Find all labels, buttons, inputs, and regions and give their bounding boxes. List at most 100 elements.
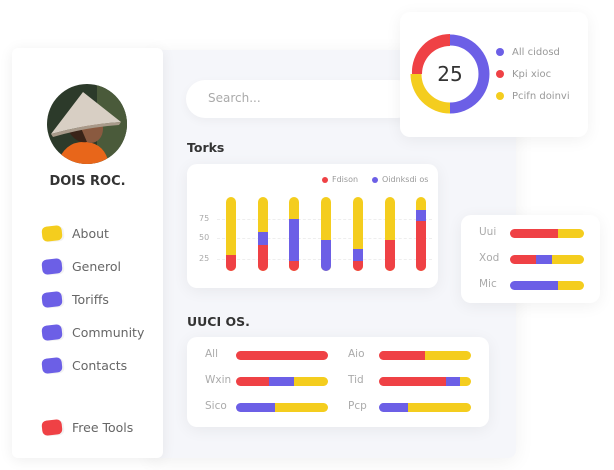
- uuci-card: All Aio Wxin Tid Sico Pcp: [187, 337, 489, 427]
- bar-segment-yellow: [459, 377, 471, 386]
- bar-segment-yellow: [293, 377, 328, 386]
- bar-segment-red: [510, 255, 536, 264]
- bar-segment-purple: [446, 377, 460, 386]
- bar-segment-oidnksdi: [257, 231, 268, 246]
- user-name: DOIS ROC.: [49, 174, 126, 189]
- donut-chart: [410, 34, 490, 114]
- stacked-bar: [352, 197, 363, 271]
- side-bars-card: Uui Xod Mic: [461, 215, 600, 303]
- stacked-bar: [226, 197, 236, 271]
- bar-segment-red: [236, 377, 270, 386]
- legend-dot: [496, 48, 504, 56]
- y-tick-label: 25: [199, 254, 210, 263]
- bar-segment-purple: [535, 255, 553, 264]
- bar-label: Wxin: [205, 374, 232, 386]
- sidebar-item-free-tools[interactable]: Free Tools: [41, 417, 134, 437]
- bar-segment-fdison: [226, 254, 236, 271]
- horizontal-bar: [379, 403, 471, 412]
- bar-label: Pcp: [348, 400, 367, 412]
- donut-legend: All cidosd Kpi xioc Pcifn doinvi: [496, 41, 570, 107]
- donut-card: 25 All cidosd Kpi xioc Pcifn doinvi: [400, 12, 588, 137]
- blob-icon: [41, 323, 63, 341]
- legend-item: Pcifn doinvi: [496, 85, 570, 107]
- bar-segment-red: [379, 377, 447, 386]
- horizontal-bar: [236, 351, 328, 360]
- legend-label: Pcifn doinvi: [512, 90, 570, 102]
- horizontal-bar: [510, 255, 584, 264]
- bar-label: Xod: [479, 252, 500, 264]
- stacked-bar: [257, 197, 268, 271]
- legend-label: Oidnksdi os: [382, 175, 429, 184]
- legend-label: All cidosd: [512, 46, 560, 58]
- bar-label: Aio: [348, 348, 365, 360]
- bar-segment-purple: [379, 403, 408, 412]
- bar-segment-purple: [269, 377, 294, 386]
- torks-title: Torks: [187, 140, 225, 155]
- bar-segment-fdison: [384, 239, 395, 271]
- uuci-title: UUCI OS.: [187, 314, 250, 329]
- sidebar-item-label: Free Tools: [72, 419, 134, 435]
- sidebar-item-label: About: [72, 225, 109, 241]
- sidebar-item-generol[interactable]: Generol: [41, 256, 121, 276]
- bar-segment-yellow: [558, 281, 584, 290]
- bar-segment-oidnksdi: [352, 248, 363, 261]
- bar-segment-yellow: [558, 229, 584, 238]
- legend-dot: [496, 92, 504, 100]
- bar-segment-red: [379, 351, 425, 360]
- horizontal-bar: [379, 351, 471, 360]
- legend-dot: [372, 176, 378, 183]
- legend-item: Fdison: [322, 175, 358, 184]
- horizontal-bar: [236, 403, 328, 412]
- sidebar-item-label: Toriffs: [72, 291, 109, 307]
- blob-icon: [41, 224, 63, 242]
- bar-segment-yellow: [552, 255, 584, 264]
- donut-segment-pcifn: [410, 73, 451, 114]
- bar-segment-fdison: [416, 220, 427, 271]
- legend-label: Fdison: [332, 175, 359, 184]
- bar-segment-red: [236, 351, 328, 360]
- bar-label: Tid: [348, 374, 364, 386]
- legend-dot: [322, 176, 328, 183]
- horizontal-bar: [236, 377, 328, 386]
- sidebar-item-about[interactable]: About: [41, 223, 109, 243]
- bar-segment-oidnksdi: [289, 219, 300, 261]
- bar-segment-oidnksdi: [321, 239, 332, 271]
- bar-segment-fdison: [352, 260, 363, 271]
- avatar[interactable]: [47, 84, 127, 164]
- bar-segment-purple: [510, 281, 559, 290]
- bar-segment-red: [510, 229, 559, 238]
- bar-segment-fdison: [257, 245, 268, 271]
- horizontal-bar: [379, 377, 471, 386]
- bar-label: Mic: [479, 278, 497, 290]
- sidebar-item-toriffs[interactable]: Toriffs: [41, 289, 109, 309]
- horizontal-bar: [510, 229, 584, 238]
- legend-item: Oidnksdi os: [372, 175, 428, 184]
- blob-icon: [41, 418, 63, 436]
- stacked-bar: [321, 197, 332, 271]
- horizontal-bar: [510, 281, 584, 290]
- legend-item: Kpi xioc: [496, 63, 570, 85]
- donut-value: 25: [437, 62, 463, 86]
- sidebar-item-label: Contacts: [72, 357, 128, 373]
- stacked-bar: [289, 197, 300, 271]
- sidebar-item-contacts[interactable]: Contacts: [41, 355, 128, 375]
- y-tick-label: 50: [199, 233, 210, 242]
- stacked-bar: [384, 197, 395, 271]
- legend-label: Kpi xioc: [512, 68, 552, 80]
- bar-label: Uui: [479, 226, 497, 238]
- search-input[interactable]: Search...: [186, 80, 416, 118]
- torks-chart-card: Fdison Oidnksdi os 75 50 25: [187, 164, 438, 288]
- sidebar-item-community[interactable]: Community: [41, 322, 145, 342]
- bar-segment-oidnksdi: [416, 210, 427, 221]
- bar-segment-yellow: [425, 351, 471, 360]
- bar-label: All: [205, 348, 219, 360]
- sidebar-item-label: Community: [72, 324, 145, 340]
- bar-segment-purple: [236, 403, 275, 412]
- stacked-bar: [416, 197, 427, 271]
- bar-segment-fdison: [289, 260, 300, 271]
- sidebar-item-label: Generol: [72, 258, 121, 274]
- bar-segment-yellow: [407, 403, 471, 412]
- blob-icon: [41, 356, 63, 374]
- legend-item: All cidosd: [496, 41, 570, 63]
- blob-icon: [41, 290, 63, 308]
